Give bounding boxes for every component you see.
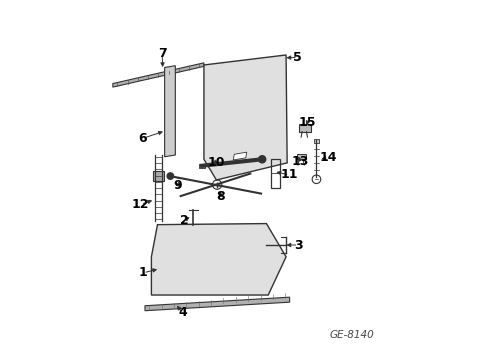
- Text: 4: 4: [178, 306, 187, 319]
- Polygon shape: [145, 297, 290, 311]
- Bar: [153, 171, 164, 181]
- Bar: [297, 154, 306, 159]
- Text: 1: 1: [139, 266, 147, 279]
- Polygon shape: [204, 55, 287, 180]
- Text: 11: 11: [281, 168, 298, 181]
- Polygon shape: [113, 63, 204, 87]
- Bar: [299, 124, 312, 132]
- Text: 7: 7: [158, 47, 167, 60]
- Text: 2: 2: [180, 214, 189, 227]
- Text: 9: 9: [173, 179, 182, 192]
- Polygon shape: [233, 152, 247, 160]
- Text: 10: 10: [208, 156, 225, 169]
- Polygon shape: [165, 66, 175, 157]
- Circle shape: [259, 156, 266, 163]
- Text: 13: 13: [292, 154, 309, 167]
- Polygon shape: [151, 224, 286, 295]
- Bar: [270, 158, 280, 188]
- Bar: [314, 139, 319, 143]
- Bar: [199, 163, 205, 168]
- Text: 12: 12: [132, 198, 149, 211]
- Text: 8: 8: [217, 190, 225, 203]
- Text: 3: 3: [294, 239, 303, 252]
- Text: GE-8140: GE-8140: [330, 330, 374, 341]
- Text: 14: 14: [319, 151, 337, 165]
- Circle shape: [167, 173, 173, 179]
- Text: 15: 15: [299, 116, 316, 129]
- Text: 5: 5: [294, 51, 302, 64]
- Text: 6: 6: [138, 132, 147, 145]
